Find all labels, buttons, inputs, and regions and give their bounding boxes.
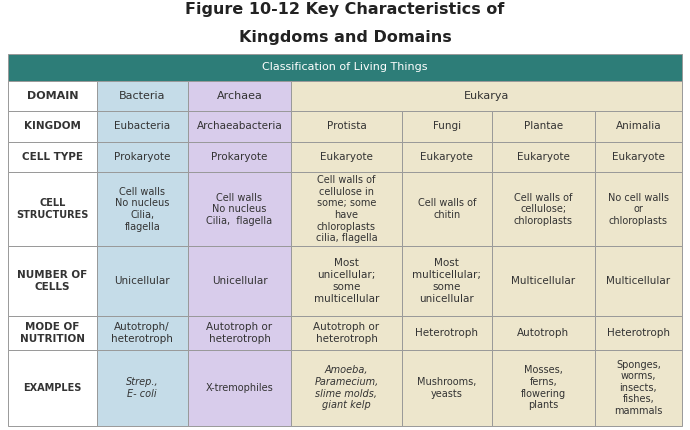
Bar	[188, 141, 291, 172]
Bar	[8, 246, 97, 316]
Bar	[188, 316, 291, 350]
Bar	[402, 111, 492, 141]
Bar	[595, 246, 682, 316]
Text: Sponges,
worms,
insects,
fishes,
mammals: Sponges, worms, insects, fishes, mammals	[614, 359, 662, 416]
Bar	[8, 172, 97, 246]
Bar	[97, 80, 188, 111]
Bar	[8, 54, 682, 80]
Bar	[188, 246, 291, 316]
Text: Unicellular: Unicellular	[115, 276, 170, 286]
Text: Eukaryote: Eukaryote	[420, 152, 473, 162]
Text: Cell walls
No nucleus
Cilia,  flagella: Cell walls No nucleus Cilia, flagella	[206, 193, 273, 226]
Bar	[188, 350, 291, 426]
Bar	[402, 172, 492, 246]
Text: Classification of Living Things: Classification of Living Things	[262, 62, 428, 72]
Bar	[8, 80, 97, 111]
Text: Eubacteria: Eubacteria	[114, 121, 170, 131]
Bar	[8, 316, 97, 350]
Text: Prokaryote: Prokaryote	[211, 152, 268, 162]
Text: Prokaryote: Prokaryote	[114, 152, 170, 162]
Text: Most
unicellular;
some
multicellular: Most unicellular; some multicellular	[314, 258, 380, 304]
Text: No cell walls
or
chloroplasts: No cell walls or chloroplasts	[608, 193, 669, 226]
Text: Animalia: Animalia	[615, 121, 661, 131]
Text: Mosses,
ferns,
flowering
plants: Mosses, ferns, flowering plants	[521, 366, 566, 410]
Text: Figure 10-12 Key Characteristics of: Figure 10-12 Key Characteristics of	[186, 2, 504, 17]
Text: Multicellular: Multicellular	[511, 276, 575, 286]
Text: Cell walls
No nucleus
Cilia,
flagella: Cell walls No nucleus Cilia, flagella	[115, 187, 170, 232]
Bar	[188, 80, 291, 111]
Bar	[8, 141, 97, 172]
Bar	[291, 172, 402, 246]
Bar	[97, 316, 188, 350]
Bar	[97, 246, 188, 316]
Text: Archaea: Archaea	[217, 91, 262, 101]
Text: Fungi: Fungi	[433, 121, 461, 131]
Text: CELL
STRUCTURES: CELL STRUCTURES	[17, 198, 88, 220]
Bar	[291, 350, 402, 426]
Bar	[291, 246, 402, 316]
Bar	[188, 172, 291, 246]
Bar	[402, 246, 492, 316]
Text: Strep.,
E- coli: Strep., E- coli	[126, 377, 159, 399]
Bar	[595, 172, 682, 246]
Bar	[402, 316, 492, 350]
Text: Eukarya: Eukarya	[464, 91, 509, 101]
Text: EXAMPLES: EXAMPLES	[23, 383, 81, 393]
Text: Heterotroph: Heterotroph	[607, 328, 670, 338]
Bar	[8, 111, 97, 141]
Text: Autotroph or
heterotroph: Autotroph or heterotroph	[206, 322, 273, 344]
Text: Plantae: Plantae	[524, 121, 563, 131]
Text: X-tremophiles: X-tremophiles	[206, 383, 273, 393]
Bar	[492, 316, 595, 350]
Bar	[8, 350, 97, 426]
Text: Unicellular: Unicellular	[212, 276, 267, 286]
Bar	[97, 111, 188, 141]
Text: KINGDOM: KINGDOM	[24, 121, 81, 131]
Text: Protista: Protista	[326, 121, 366, 131]
Text: Eukaryote: Eukaryote	[612, 152, 664, 162]
Text: Autotroph: Autotroph	[518, 328, 569, 338]
Text: Autotroph or
heterotroph: Autotroph or heterotroph	[313, 322, 380, 344]
Text: Amoeba,
Paramecium,
slime molds,
giant kelp: Amoeba, Paramecium, slime molds, giant k…	[315, 366, 379, 410]
Text: Multicellular: Multicellular	[607, 276, 671, 286]
Bar	[402, 141, 492, 172]
Bar	[595, 111, 682, 141]
Bar	[492, 172, 595, 246]
Text: Autotroph/
heterotroph: Autotroph/ heterotroph	[111, 322, 173, 344]
Bar	[492, 141, 595, 172]
Bar	[492, 111, 595, 141]
Bar	[97, 350, 188, 426]
Text: Most
multicellular;
some
unicellular: Most multicellular; some unicellular	[412, 258, 481, 304]
Bar	[291, 316, 402, 350]
Bar	[402, 350, 492, 426]
Bar	[291, 141, 402, 172]
Text: Eukaryote: Eukaryote	[320, 152, 373, 162]
Text: Cell walls of
cellulose;
chloroplasts: Cell walls of cellulose; chloroplasts	[514, 193, 573, 226]
Bar	[492, 350, 595, 426]
Text: Eukaryote: Eukaryote	[517, 152, 570, 162]
Bar	[595, 316, 682, 350]
Text: Heterotroph: Heterotroph	[415, 328, 478, 338]
Bar	[595, 350, 682, 426]
Bar	[97, 141, 188, 172]
Text: Cell walls of
chitin: Cell walls of chitin	[417, 198, 476, 220]
Text: Cell walls of
cellulose in
some; some
have
chloroplasts
cilia, flagella: Cell walls of cellulose in some; some ha…	[316, 175, 377, 243]
Text: Mushrooms,
yeasts: Mushrooms, yeasts	[417, 377, 477, 399]
Bar	[291, 80, 682, 111]
Bar	[492, 246, 595, 316]
Text: MODE OF
NUTRITION: MODE OF NUTRITION	[20, 322, 85, 344]
Text: CELL TYPE: CELL TYPE	[22, 152, 83, 162]
Bar	[188, 111, 291, 141]
Bar	[595, 141, 682, 172]
Text: NUMBER OF
CELLS: NUMBER OF CELLS	[17, 270, 88, 292]
Text: Bacteria: Bacteria	[119, 91, 166, 101]
Bar	[291, 111, 402, 141]
Bar	[97, 172, 188, 246]
Text: Kingdoms and Domains: Kingdoms and Domains	[239, 30, 451, 45]
Text: Archaeabacteria: Archaeabacteria	[197, 121, 282, 131]
Text: DOMAIN: DOMAIN	[27, 91, 78, 101]
